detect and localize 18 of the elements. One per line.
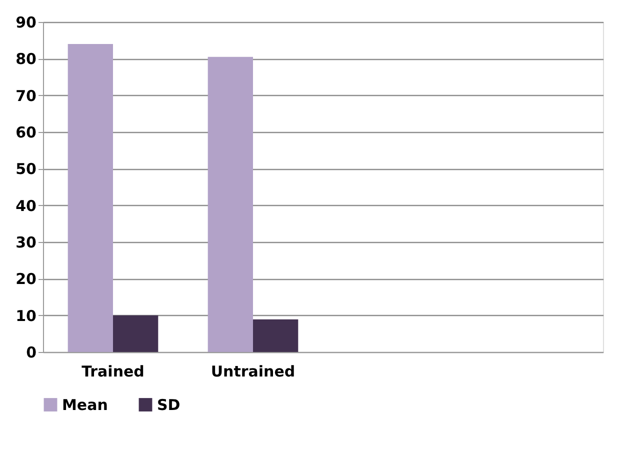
bar (253, 319, 298, 352)
y-tick-label: 20 (16, 270, 36, 288)
y-tick-label: 30 (16, 234, 36, 252)
y-tick-label: 60 (16, 124, 36, 142)
y-tick-label: 10 (16, 306, 36, 325)
y-tick-label: 0 (26, 344, 36, 362)
x-tick-label: Trained (82, 362, 144, 380)
bar (208, 56, 253, 352)
legend-label: SD (157, 396, 180, 414)
y-tick-label: 70 (16, 86, 36, 105)
y-tick-label: 80 (16, 50, 36, 68)
y-tick-label: 90 (16, 14, 36, 32)
bar (113, 315, 158, 352)
legend-label: Mean (62, 396, 108, 414)
bar (68, 44, 113, 352)
y-tick-label: 40 (16, 196, 36, 215)
y-tick-label: 50 (16, 160, 36, 178)
x-tick-label: Untrained (210, 362, 296, 380)
